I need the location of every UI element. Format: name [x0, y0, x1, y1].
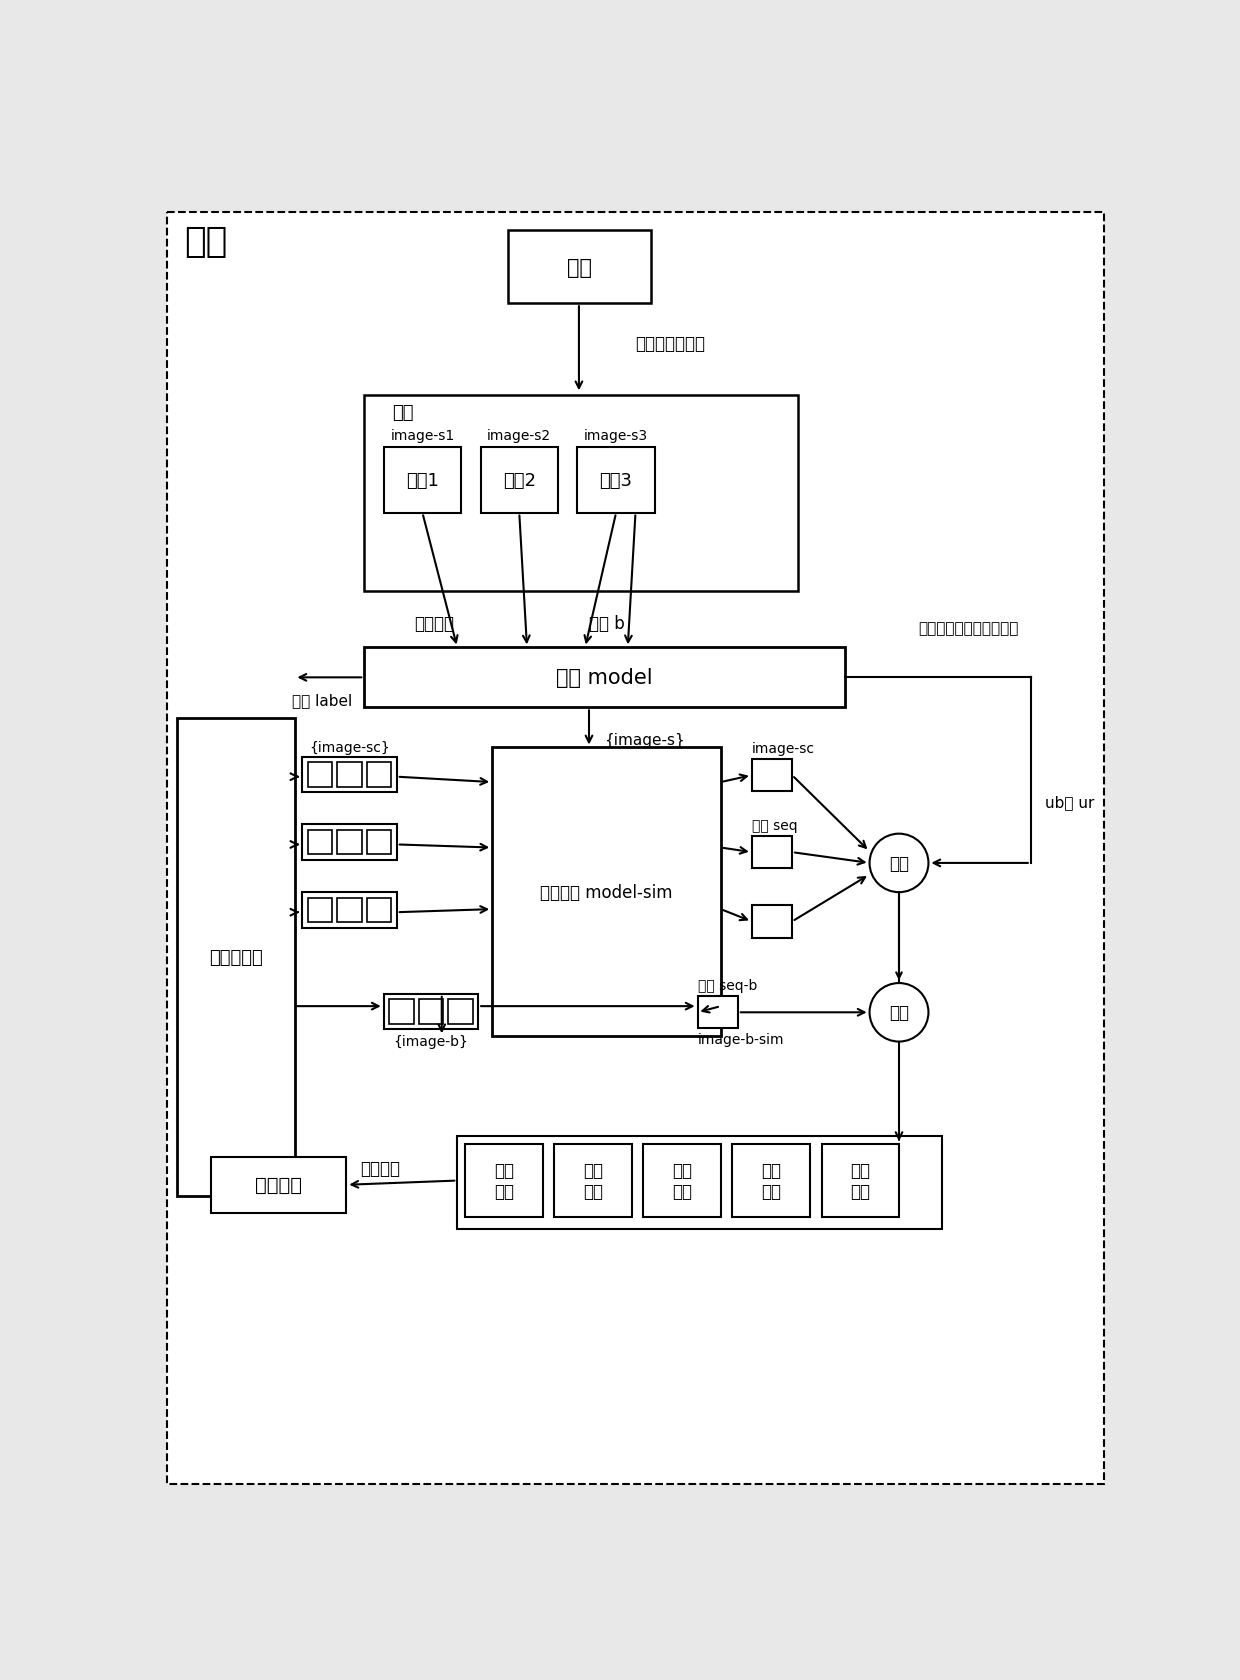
Bar: [733, 1144, 810, 1218]
Text: image-s3: image-s3: [584, 428, 649, 442]
Text: 特征2: 特征2: [502, 472, 536, 489]
Bar: [303, 892, 397, 927]
Text: image-s2: image-s2: [487, 428, 552, 442]
Bar: [751, 759, 792, 791]
Bar: [751, 837, 792, 869]
Bar: [365, 648, 844, 707]
Text: 图像: 图像: [567, 257, 591, 277]
Text: image-s1: image-s1: [391, 428, 455, 442]
Text: 最终结果: 最终结果: [255, 1176, 303, 1194]
Text: 若干特征: 若干特征: [414, 615, 454, 632]
Text: 合并: 合并: [889, 1003, 909, 1021]
Bar: [308, 899, 332, 922]
Text: 特征
信息: 特征 信息: [761, 1161, 781, 1200]
Text: 标签 label: 标签 label: [291, 692, 352, 707]
Bar: [365, 395, 799, 591]
Bar: [337, 830, 362, 855]
Text: image-sc: image-sc: [751, 743, 815, 756]
Bar: [308, 763, 332, 788]
Bar: [211, 1158, 346, 1213]
Text: 特征1: 特征1: [405, 472, 439, 489]
Bar: [697, 996, 738, 1028]
Text: 压缩: 压缩: [184, 225, 227, 259]
Text: 特征
信息: 特征 信息: [494, 1161, 513, 1200]
Bar: [481, 449, 558, 514]
Text: {image-s}: {image-s}: [605, 732, 686, 748]
Bar: [308, 830, 332, 855]
Text: 合并: 合并: [889, 855, 909, 872]
Text: 图像资源库: 图像资源库: [208, 948, 263, 966]
Text: 背景
信息: 背景 信息: [851, 1161, 870, 1200]
Text: 图像: 图像: [392, 403, 414, 422]
Circle shape: [869, 835, 929, 892]
Text: image-b-sim: image-b-sim: [697, 1033, 784, 1047]
Text: 序号 seq-b: 序号 seq-b: [697, 979, 756, 993]
Bar: [367, 830, 392, 855]
Text: 相似比对 model-sim: 相似比对 model-sim: [541, 884, 672, 900]
Text: ub， ur: ub， ur: [1044, 795, 1094, 810]
Text: 特征
信息: 特征 信息: [583, 1161, 603, 1200]
Circle shape: [869, 983, 929, 1042]
Bar: [303, 758, 397, 793]
Text: 特征3: 特征3: [600, 472, 632, 489]
Bar: [383, 995, 479, 1030]
Bar: [644, 1144, 720, 1218]
Text: 背景 b: 背景 b: [589, 615, 625, 632]
Text: 无损压缩: 无损压缩: [360, 1159, 399, 1178]
Bar: [383, 449, 461, 514]
Text: {image-b}: {image-b}: [393, 1035, 469, 1048]
Bar: [578, 449, 655, 514]
Bar: [821, 1144, 899, 1218]
Bar: [337, 899, 362, 922]
Text: 放缩至标称尺寸: 放缩至标称尺寸: [635, 334, 706, 353]
Bar: [176, 719, 295, 1196]
Text: {image-sc}: {image-sc}: [309, 741, 389, 754]
Text: 识别 model: 识别 model: [557, 669, 652, 687]
Bar: [465, 1144, 543, 1218]
Bar: [389, 1000, 414, 1025]
Bar: [337, 763, 362, 788]
Bar: [751, 906, 792, 937]
Text: 序号 seq: 序号 seq: [751, 818, 797, 833]
Bar: [367, 899, 392, 922]
Text: 属性、位置、尺寸等参数: 属性、位置、尺寸等参数: [919, 622, 1019, 637]
Bar: [367, 763, 392, 788]
Bar: [448, 1000, 472, 1025]
Bar: [492, 748, 720, 1037]
Text: 特征
信息: 特征 信息: [672, 1161, 692, 1200]
Bar: [419, 1000, 444, 1025]
Bar: [554, 1144, 631, 1218]
Bar: [303, 825, 397, 860]
Bar: [458, 1137, 941, 1230]
Bar: [507, 230, 651, 304]
